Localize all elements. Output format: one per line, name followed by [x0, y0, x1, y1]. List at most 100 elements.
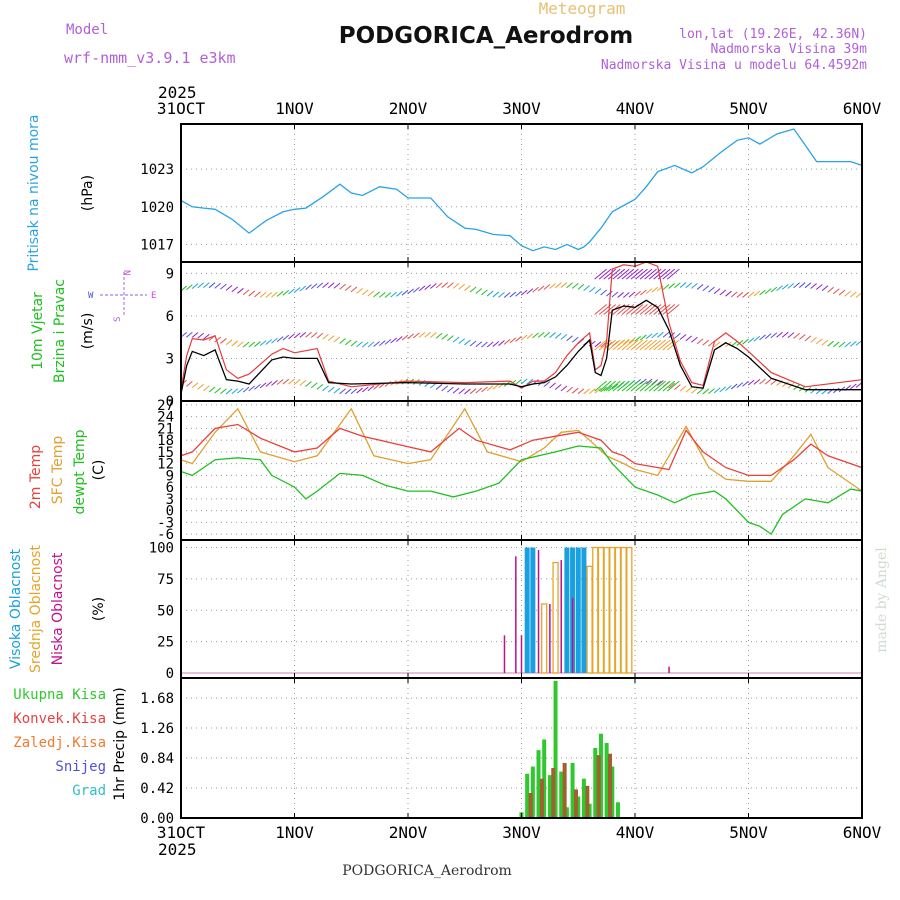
wind-barb [361, 386, 369, 393]
wind-barb [742, 380, 749, 387]
wind-barb [464, 388, 471, 395]
wind-barb [424, 381, 432, 387]
xtick-bottom-31oct: 31OCT [157, 823, 206, 842]
wind-barb [635, 304, 648, 315]
wind-barb [316, 282, 324, 289]
wind-barb [793, 333, 800, 339]
wind-barb [254, 291, 261, 298]
wind-barb [520, 289, 528, 296]
wind-barb [793, 282, 800, 289]
wind-barb [644, 268, 657, 280]
precip-total-bar [547, 775, 552, 818]
wind-barb [725, 290, 732, 297]
wind-barb [621, 339, 635, 351]
wind-barb [640, 334, 647, 341]
wind-barb [630, 380, 644, 392]
wind-barb [598, 268, 612, 280]
wind-barb [713, 288, 721, 295]
wind-barb [653, 380, 666, 392]
wind-barb [554, 384, 562, 390]
precip-ytick: 0.42 [140, 781, 174, 797]
wind-barb [607, 380, 621, 392]
wind-barb [781, 331, 789, 338]
wind-barb [770, 286, 778, 293]
wind-barb [339, 388, 346, 395]
wind-barb [197, 282, 205, 289]
wind-barb [844, 341, 851, 348]
wind-barb [651, 286, 659, 293]
elevation-label: Nadmorska Visina 39m [710, 42, 867, 57]
wind-barb [713, 341, 721, 348]
wind-barb [612, 380, 626, 392]
wind-barb [191, 382, 199, 389]
wind-barb [288, 288, 295, 295]
wind-barb [804, 282, 812, 289]
wind-barb [798, 282, 806, 288]
wind-barb [447, 335, 454, 342]
wind-barb [617, 380, 630, 392]
footer-station: PODGORICA_Aerodrom [342, 863, 512, 879]
wind-barb [225, 388, 233, 395]
wind-ytick: 9 [166, 266, 174, 282]
wind-barb [685, 335, 693, 342]
wind-speed-line [180, 299, 862, 395]
wind-barb [333, 282, 341, 289]
legend-zaledj-kisa: Zaledj.Kisa [13, 735, 106, 751]
wind-barb [390, 337, 397, 344]
wind-barb [282, 334, 290, 341]
wind-barb [378, 340, 386, 347]
wind-barb [322, 333, 329, 340]
sfc-temp-line [180, 407, 863, 492]
wind-barb [577, 388, 585, 395]
wind-barb [458, 283, 466, 290]
wind-barb [305, 381, 312, 387]
wind-barb [644, 304, 657, 315]
wind-barb [736, 292, 744, 298]
wind-barb [316, 383, 324, 390]
temperature-grid [181, 401, 862, 540]
wind-barb [666, 304, 680, 315]
wind-barb [486, 290, 494, 297]
cloud-mid-bar [597, 546, 605, 674]
cloud-mid-bar [603, 546, 610, 674]
precip-conv-bar [539, 778, 544, 818]
wind-barb [469, 286, 477, 293]
wind-barb [666, 268, 680, 280]
wind-barb [197, 383, 205, 390]
pressure-ylabel: (hPa) [80, 175, 96, 211]
wind-barb [742, 338, 749, 345]
wind-barb [231, 340, 239, 347]
wind-barb [293, 379, 301, 385]
wind-barb [237, 341, 244, 348]
wind-barb [617, 292, 624, 298]
wind-barb [662, 268, 676, 280]
precip-conv-bar [551, 768, 556, 818]
wind-barb [367, 290, 375, 297]
wind-barb [651, 332, 659, 339]
clouds-ytick: 75 [157, 572, 174, 588]
wind-barb [316, 332, 324, 339]
wind-barb [617, 268, 630, 280]
clouds-ytick: 0 [166, 666, 174, 682]
wind-barb [367, 385, 375, 392]
wind-barb [566, 335, 573, 342]
wind-barb [810, 387, 817, 394]
wind-barb [203, 282, 210, 288]
wind-barb [458, 338, 466, 344]
wind-barb [339, 338, 346, 344]
wind-barb [203, 385, 210, 392]
wind-barb [605, 385, 613, 391]
legend-ukupna-kisa: Ukupna Kisa [13, 687, 106, 703]
wind-barb [626, 339, 639, 351]
wind-barb [583, 388, 590, 395]
wind-barb [214, 387, 222, 394]
wind-barb [333, 387, 341, 394]
wind-barb [276, 379, 284, 385]
precip-total-bar [615, 802, 620, 818]
wind-barb [447, 282, 454, 289]
precip-total-bar [525, 773, 530, 818]
wind-barb [747, 379, 755, 386]
precip-conv-bar [573, 789, 578, 818]
wind-barb [532, 286, 539, 293]
wind-barb [384, 292, 392, 298]
